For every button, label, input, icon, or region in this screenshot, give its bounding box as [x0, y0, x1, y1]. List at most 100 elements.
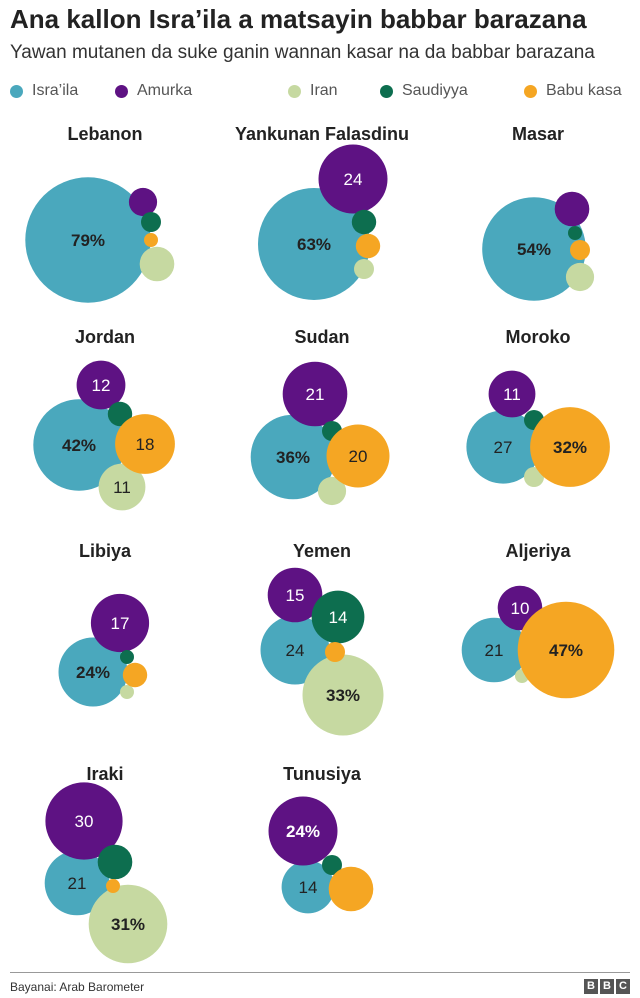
bubble-usa — [318, 144, 388, 214]
legend-dot-other — [524, 84, 537, 98]
bubble-label-usa: 17 — [111, 614, 130, 633]
bubble-israel — [260, 615, 330, 685]
panel-title: Yankunan Falasdinu — [235, 124, 409, 144]
panel-title: Sudan — [294, 327, 349, 347]
panel-iraki: Iraki 21 30 31% — [44, 764, 168, 964]
bubble-other — [106, 879, 120, 893]
legend-item-iran: Iran — [288, 82, 338, 100]
bubble-label-iran: 33% — [326, 686, 360, 705]
panel-title: Aljeriya — [505, 541, 571, 561]
bubble-iran — [139, 246, 175, 282]
bubble-label-usa: 24 — [344, 170, 363, 189]
bubble-saudi — [311, 590, 365, 644]
panel-title: Libiya — [79, 541, 132, 561]
bubble-label-israel: 21 — [485, 641, 504, 660]
legend-label-other: Babu kasa — [546, 82, 622, 99]
bubble-usa — [76, 360, 126, 410]
legend-label-saudi: Saudiyya — [402, 82, 468, 99]
panel-libiya: Libiya 24% 17 — [58, 541, 150, 707]
bubble-usa — [488, 370, 536, 418]
chart-title: Ana kallon Isra’ila a matsayin babbar ba… — [10, 4, 587, 34]
bubble-label-israel: 24 — [286, 641, 305, 660]
panel-tunusiya: Tunusiya 14 24% — [268, 764, 374, 914]
bubble-label-other: 18 — [136, 435, 155, 454]
panel-jordan: Jordan 42% 12 11 18 — [33, 327, 175, 511]
bubble-israel — [258, 188, 370, 300]
panel-yemen: Yemen 24 15 33% 14 — [260, 541, 384, 736]
bubble-saudi — [141, 212, 161, 232]
bubble-saudi — [120, 650, 134, 664]
legend-item-israel: Isra’ila — [10, 82, 78, 100]
bubble-israel — [58, 637, 128, 707]
logo-letter: B — [584, 979, 598, 994]
legend-dot-iran — [288, 84, 301, 98]
bubble-saudi — [97, 844, 133, 880]
bubble-label-usa: 15 — [286, 586, 305, 605]
bubble-label-usa: 21 — [306, 385, 325, 404]
bubble-israel — [482, 197, 586, 301]
bubble-label-other: 32% — [553, 438, 587, 457]
bubble-israel — [250, 414, 336, 500]
bubble-label-israel: 79% — [71, 231, 105, 250]
panel-title: Iraki — [86, 764, 123, 784]
bubble-iran — [317, 476, 347, 506]
panel-yankunan-falasdinu: Yankunan Falasdinu 63% 24 — [235, 124, 409, 300]
panel-title: Yemen — [293, 541, 351, 561]
bubble-iran — [354, 259, 374, 279]
bubble-label-usa: 12 — [92, 376, 111, 395]
bubble-israel — [461, 617, 527, 683]
chart-subtitle: Yawan mutanen da suke ganin wannan kasar… — [10, 42, 595, 63]
bubble-label-iran: 11 — [113, 478, 131, 497]
bubble-israel — [25, 177, 151, 303]
bubble-iran — [565, 262, 595, 292]
bubble-iran — [98, 463, 146, 511]
legend-item-saudi: Saudiyya — [380, 82, 468, 100]
panel-lebanon: Lebanon 79% — [25, 124, 175, 303]
bubble-label-israel: 63% — [297, 235, 331, 254]
legend-label-israel: Isra’ila — [32, 82, 79, 99]
bubble-other — [326, 424, 390, 488]
bubble-other — [530, 407, 610, 487]
panel-title: Lebanon — [68, 124, 143, 144]
bubble-iran — [120, 685, 134, 699]
legend-label-usa: Amurka — [137, 82, 193, 99]
bubble-other — [517, 601, 615, 699]
legend-dot-usa — [115, 84, 128, 98]
bubble-other — [115, 414, 175, 474]
bubble-saudi — [568, 226, 582, 240]
bubble-label-other: 20 — [349, 447, 368, 466]
legend-item-usa: Amurka — [115, 82, 192, 100]
footer-divider — [10, 972, 630, 973]
bubble-label-usa: 10 — [511, 599, 530, 618]
bubble-label-saudi: 14 — [329, 608, 348, 627]
legend-dot-saudi — [380, 84, 393, 98]
bubble-saudi — [322, 855, 342, 875]
bubble-label-israel: 21 — [68, 874, 87, 893]
bbc-logo: B B C — [584, 979, 630, 994]
bubble-israel — [33, 399, 125, 491]
bubble-label-israel: 24% — [76, 663, 110, 682]
logo-letter: C — [616, 979, 630, 994]
bubble-other — [355, 233, 381, 259]
panel-title: Masar — [512, 124, 564, 144]
legend-label-iran: Iran — [310, 82, 338, 99]
bubble-other — [144, 233, 158, 247]
legend-dot-israel — [10, 84, 23, 98]
bubble-usa — [267, 567, 323, 623]
bubble-usa — [282, 361, 348, 427]
logo-letter: B — [600, 979, 614, 994]
source-note: Bayanai: Arab Barometer — [10, 980, 145, 994]
bubble-label-israel: 14 — [299, 878, 318, 897]
panel-title: Moroko — [506, 327, 571, 347]
bubble-usa — [45, 782, 123, 860]
bubble-label-israel: 27 — [494, 438, 513, 457]
bubble-israel — [281, 860, 335, 914]
panel-sudan: Sudan 36% 21 20 — [250, 327, 390, 506]
bubble-label-israel: 36% — [276, 448, 310, 467]
panel-aljeriya: Aljeriya 21 10 47% — [461, 541, 615, 699]
panel-masar: Masar 54% — [482, 124, 595, 301]
bubble-label-other: 47% — [549, 641, 583, 660]
panel-title: Jordan — [75, 327, 135, 347]
legend-item-other: Babu kasa — [524, 82, 622, 100]
